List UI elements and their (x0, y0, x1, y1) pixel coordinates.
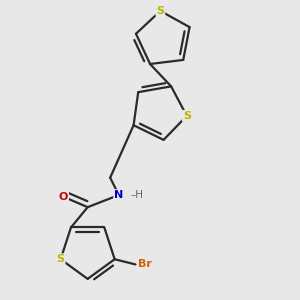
Text: O: O (59, 192, 68, 202)
Text: –H: –H (130, 190, 143, 200)
Text: N: N (114, 190, 123, 200)
Text: S: S (183, 111, 191, 121)
Text: S: S (156, 6, 164, 16)
Text: Br: Br (138, 260, 152, 269)
Text: S: S (57, 254, 64, 264)
